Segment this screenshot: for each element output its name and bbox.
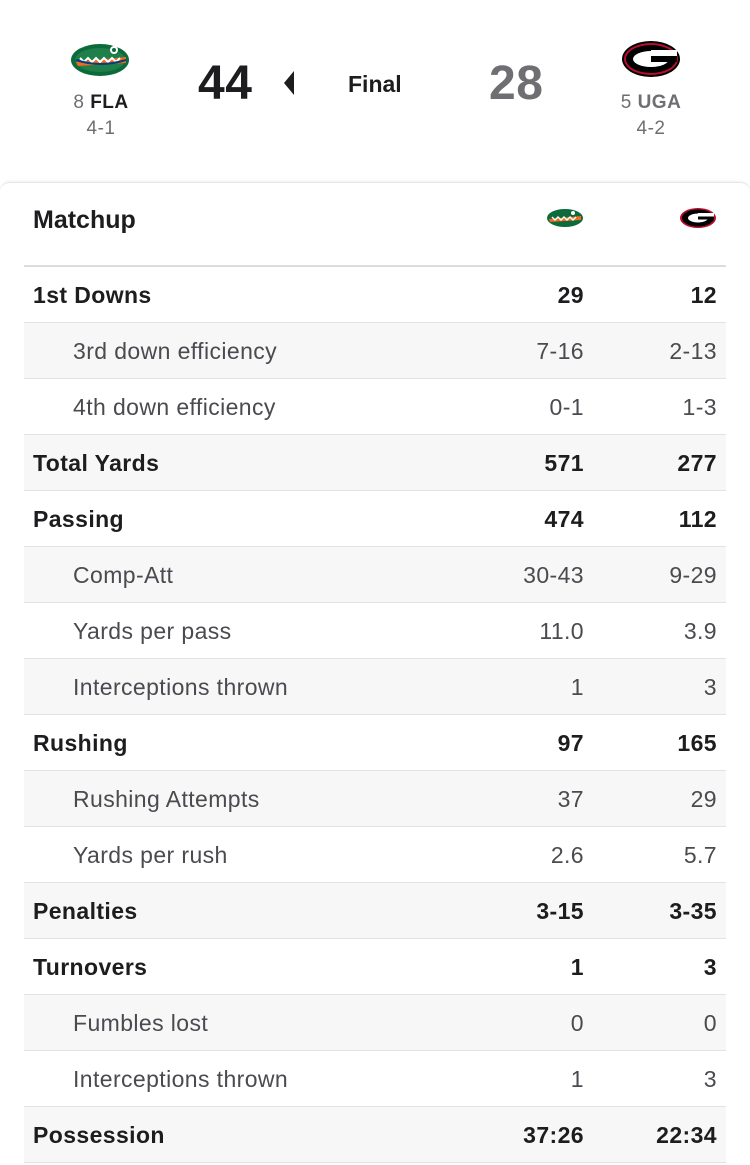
stat-away-value: 2.6: [550, 842, 584, 868]
matchup-header: Matchup: [0, 183, 750, 266]
stat-label: Yards per pass: [73, 618, 232, 644]
stat-away-value: 1: [570, 674, 584, 700]
stat-label: Fumbles lost: [73, 1010, 209, 1036]
stat-away-value: 0: [570, 1010, 584, 1036]
matchup-title: Matchup: [33, 206, 136, 234]
stat-home-value: 2-13: [669, 338, 717, 364]
stat-row: Rushing Attempts 37 29: [24, 771, 726, 827]
stat-label: Passing: [33, 506, 125, 532]
stat-row: Yards per rush 2.6 5.7: [24, 827, 726, 883]
stat-home-value: 3: [703, 954, 717, 980]
scoreboard: 8 FLA 4-1 44 Final 28 5 UGA 4-2: [0, 0, 750, 183]
stat-row: Passing 474 112: [24, 491, 726, 547]
away-team[interactable]: 8 FLA 4-1: [41, 38, 161, 140]
stat-row: Fumbles lost 0 0: [24, 995, 726, 1051]
stat-away-value: 7-16: [536, 338, 584, 364]
stat-label: Interceptions thrown: [73, 1066, 289, 1092]
matchup-stats-table: 1st Downs 29 12 3rd down efficiency 7-16…: [24, 265, 726, 1163]
stat-row: 4th down efficiency 0-1 1-3: [24, 379, 726, 435]
stat-home-value: 29: [690, 786, 717, 812]
stat-row: Penalties 3-15 3-35: [24, 883, 726, 939]
stat-home-value: 0: [703, 1010, 717, 1036]
stat-label: Total Yards: [33, 450, 160, 476]
stat-home-value: 3-35: [669, 898, 717, 924]
stat-home-value: 3: [703, 674, 717, 700]
stat-row: Interceptions thrown 1 3: [24, 659, 726, 715]
stat-row: Comp-Att 30-43 9-29: [24, 547, 726, 603]
stat-away-value: 1: [570, 1066, 584, 1092]
georgia-g-logo-icon: [680, 208, 716, 228]
stat-away-value: 11.0: [539, 618, 584, 644]
stat-away-value: 37:26: [523, 1122, 584, 1148]
stat-away-value: 30-43: [523, 562, 584, 588]
stat-label: 3rd down efficiency: [73, 338, 278, 364]
stat-away-value: 1: [570, 954, 584, 980]
stat-label: Rushing: [33, 730, 128, 756]
winner-arrow-icon: [284, 71, 294, 95]
stat-label: Comp-Att: [73, 562, 174, 588]
stat-home-value: 5.7: [683, 842, 717, 868]
stat-label: Possession: [33, 1122, 165, 1148]
away-record: 4-1: [86, 118, 116, 139]
florida-gators-logo-icon: [71, 44, 129, 76]
stat-home-value: 1-3: [682, 394, 717, 420]
stat-label: Interceptions thrown: [73, 674, 289, 700]
away-score: 44: [198, 57, 253, 110]
stat-home-value: 3: [703, 1066, 717, 1092]
stat-away-value: 3-15: [536, 898, 584, 924]
stat-row: Total Yards 571 277: [24, 435, 726, 491]
game-status: Final: [348, 71, 402, 97]
stat-label: Penalties: [33, 898, 138, 924]
stat-home-value: 12: [690, 282, 717, 308]
stat-away-value: 29: [557, 282, 584, 308]
stat-row: Possession 37:26 22:34: [24, 1107, 726, 1163]
stat-label: Rushing Attempts: [73, 786, 260, 812]
home-record: 4-2: [636, 118, 666, 139]
stat-away-value: 97: [557, 730, 584, 756]
stat-home-value: 22:34: [656, 1122, 717, 1148]
stat-label: Turnovers: [33, 954, 148, 980]
away-abbr: FLA: [90, 92, 129, 113]
home-rank-abbr: 5 UGA: [591, 92, 711, 114]
stat-row: Interceptions thrown 1 3: [24, 1051, 726, 1107]
stat-away-value: 571: [544, 450, 584, 476]
stat-home-value: 3.9: [683, 618, 717, 644]
away-rank-abbr: 8 FLA: [41, 92, 161, 114]
stat-away-value: 0-1: [549, 394, 584, 420]
stat-row: Yards per pass 11.0 3.9: [24, 603, 726, 659]
stat-row: 1st Downs 29 12: [24, 267, 726, 323]
stat-label: 1st Downs: [33, 282, 152, 308]
stat-away-value: 37: [557, 786, 584, 812]
stat-home-value: 112: [678, 506, 717, 532]
stat-away-value: 474: [544, 506, 584, 532]
stat-label: Yards per rush: [73, 842, 228, 868]
stat-row: 3rd down efficiency 7-16 2-13: [24, 323, 726, 379]
stat-home-value: 277: [677, 450, 717, 476]
home-team[interactable]: 5 UGA 4-2: [591, 38, 711, 140]
stat-home-value: 165: [677, 730, 717, 756]
florida-gators-logo-icon: [547, 209, 583, 227]
stat-row: Rushing 97 165: [24, 715, 726, 771]
georgia-g-logo-icon: [622, 41, 680, 77]
stat-label: 4th down efficiency: [73, 394, 276, 420]
stat-row: Turnovers 1 3: [24, 939, 726, 995]
stat-home-value: 9-29: [669, 562, 717, 588]
home-score: 28: [489, 57, 544, 110]
away-rank: 8: [73, 92, 85, 113]
home-rank: 5: [620, 92, 632, 113]
matchup-card: Matchup 1st Downs 29 12 3rd down efficie…: [0, 182, 750, 1165]
home-abbr: UGA: [637, 92, 682, 113]
